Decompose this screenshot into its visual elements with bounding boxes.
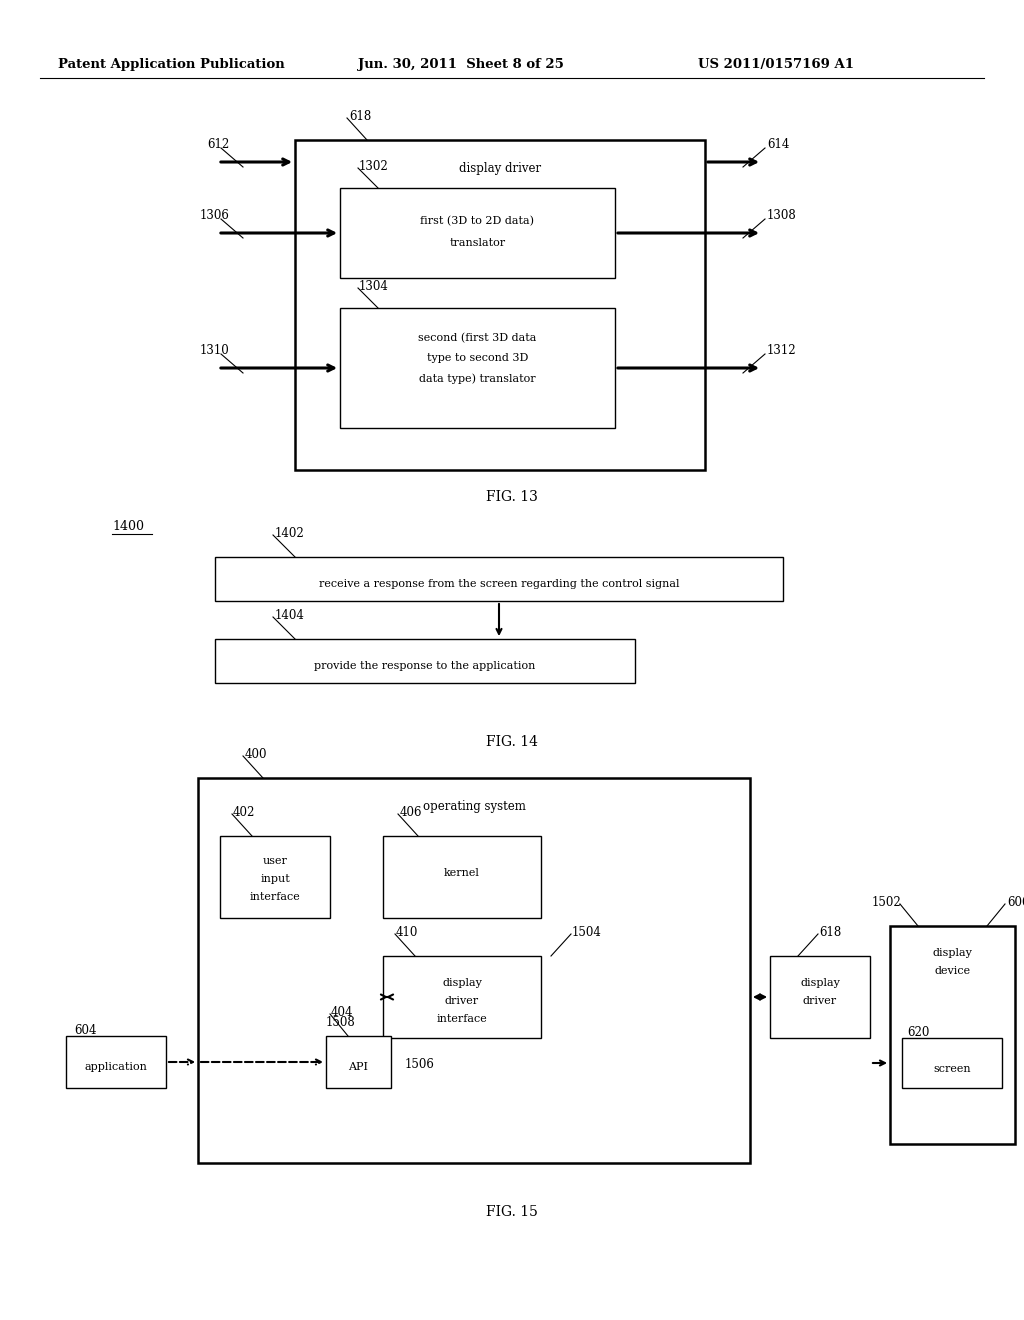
- Text: 1304: 1304: [359, 280, 389, 293]
- Bar: [198, 777, 750, 1163]
- Text: 618: 618: [819, 927, 842, 939]
- Bar: [770, 956, 870, 1038]
- Text: 404: 404: [331, 1006, 353, 1019]
- Text: display: display: [442, 978, 482, 987]
- Bar: [66, 1036, 166, 1088]
- Text: 1502: 1502: [872, 896, 902, 909]
- Text: 1302: 1302: [359, 160, 389, 173]
- Bar: [326, 1036, 391, 1088]
- Text: FIG. 14: FIG. 14: [486, 735, 538, 748]
- Text: FIG. 15: FIG. 15: [486, 1205, 538, 1218]
- Text: 1506: 1506: [406, 1059, 435, 1071]
- Text: 614: 614: [767, 139, 790, 150]
- Text: interface: interface: [250, 892, 300, 902]
- Text: 1400: 1400: [112, 520, 144, 533]
- Text: Patent Application Publication: Patent Application Publication: [58, 58, 285, 71]
- Bar: [902, 1038, 1002, 1088]
- Text: Jun. 30, 2011  Sheet 8 of 25: Jun. 30, 2011 Sheet 8 of 25: [358, 58, 564, 71]
- Bar: [383, 956, 541, 1038]
- Text: interface: interface: [436, 1014, 487, 1024]
- Text: receive a response from the screen regarding the control signal: receive a response from the screen regar…: [318, 579, 679, 589]
- Text: 402: 402: [233, 807, 255, 818]
- Text: device: device: [935, 966, 971, 975]
- Text: first (3D to 2D data): first (3D to 2D data): [421, 216, 535, 226]
- Text: 1308: 1308: [767, 209, 797, 222]
- Text: user: user: [262, 855, 288, 866]
- Text: US 2011/0157169 A1: US 2011/0157169 A1: [698, 58, 854, 71]
- Text: application: application: [85, 1063, 147, 1072]
- Text: 612: 612: [207, 139, 229, 150]
- Text: translator: translator: [450, 238, 506, 248]
- Text: operating system: operating system: [423, 800, 525, 813]
- Bar: [340, 308, 615, 428]
- Bar: [340, 187, 615, 279]
- Text: 1404: 1404: [275, 609, 305, 622]
- Text: input: input: [260, 874, 290, 884]
- Text: 400: 400: [245, 748, 267, 762]
- Text: display driver: display driver: [459, 162, 541, 176]
- Text: provide the response to the application: provide the response to the application: [314, 661, 536, 671]
- Text: screen: screen: [933, 1064, 971, 1074]
- Text: driver: driver: [445, 997, 479, 1006]
- Text: 604: 604: [74, 1024, 96, 1038]
- Text: 406: 406: [400, 807, 423, 818]
- Bar: [383, 836, 541, 917]
- Text: display: display: [800, 978, 840, 987]
- Text: FIG. 13: FIG. 13: [486, 490, 538, 504]
- Text: 1312: 1312: [767, 345, 797, 356]
- Text: kernel: kernel: [444, 869, 480, 878]
- Text: display: display: [933, 948, 973, 958]
- Text: type to second 3D: type to second 3D: [427, 352, 528, 363]
- Text: 1504: 1504: [572, 927, 602, 939]
- Text: data type) translator: data type) translator: [419, 374, 536, 384]
- Text: 410: 410: [396, 927, 419, 939]
- Text: 618: 618: [349, 110, 372, 123]
- Bar: [890, 927, 1015, 1144]
- Bar: [295, 140, 705, 470]
- Text: 1306: 1306: [200, 209, 229, 222]
- Text: 1402: 1402: [275, 527, 305, 540]
- Bar: [215, 639, 635, 682]
- Bar: [215, 557, 783, 601]
- Text: second (first 3D data: second (first 3D data: [419, 333, 537, 343]
- Text: 620: 620: [907, 1026, 930, 1039]
- Text: API: API: [348, 1063, 369, 1072]
- Text: 1508: 1508: [326, 1016, 355, 1030]
- Text: 1310: 1310: [200, 345, 229, 356]
- Text: 606: 606: [1007, 896, 1024, 909]
- Text: driver: driver: [803, 997, 837, 1006]
- Bar: [220, 836, 330, 917]
